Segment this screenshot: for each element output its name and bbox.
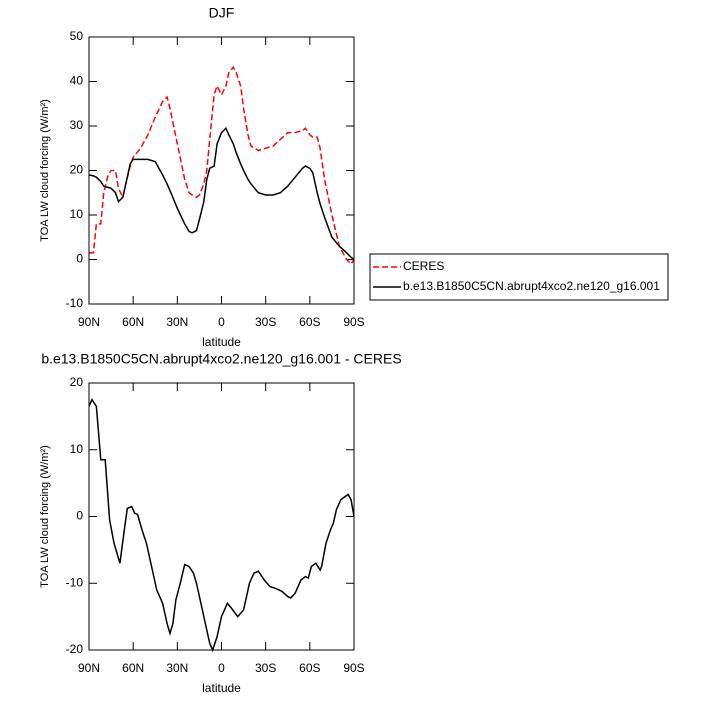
y-tick-label: 30 [70,118,84,132]
x-tick-label: 0 [218,315,225,329]
chart-title: b.e13.B1850C5CN.abrupt4xco2.ne120_g16.00… [41,351,401,367]
line-series [88,126,355,261]
x-tick-label: 30N [166,661,188,675]
x-tick-label: 60S [299,661,320,675]
legend-label: b.e13.B1850C5CN.abrupt4xco2.ne120_g16.00… [403,279,660,293]
x-tick-label: 90N [78,315,100,329]
y-axis-label: TOA LW cloud forcing (W/m²) [39,99,51,242]
y-tick-label: -10 [66,575,84,589]
legend-box [369,253,669,301]
x-axis-label: latitude [202,335,241,349]
y-tick-label: 0 [76,252,83,266]
chart-title: DJF [209,5,235,21]
y-tick-label: 20 [70,163,84,177]
plot-frame [88,36,355,305]
x-tick-label: 60N [122,315,144,329]
y-tick-label: 10 [70,207,84,221]
x-tick-label: 30N [166,315,188,329]
y-axis-label: TOA LW cloud forcing (W/m²) [39,445,51,588]
line-series [89,65,355,266]
y-tick-label: -20 [66,642,84,656]
y-tick-label: 40 [70,74,84,88]
x-tick-label: 0 [218,661,225,675]
x-tick-label: 90N [78,661,100,675]
y-tick-label: 0 [76,509,83,523]
line-series [88,398,355,653]
x-tick-label: 60S [299,315,320,329]
x-axis-label: latitude [202,681,241,695]
x-tick-label: 30S [255,661,276,675]
plot-frame [88,382,355,651]
y-tick-label: 20 [70,375,84,389]
x-tick-label: 60N [122,661,144,675]
x-tick-label: 90S [343,661,364,675]
legend-label: CERES [403,259,444,273]
y-tick-label: -10 [66,296,84,310]
x-tick-label: 90S [343,315,364,329]
y-tick-label: 50 [70,29,84,43]
y-tick-label: 10 [70,442,84,456]
x-tick-label: 30S [255,315,276,329]
